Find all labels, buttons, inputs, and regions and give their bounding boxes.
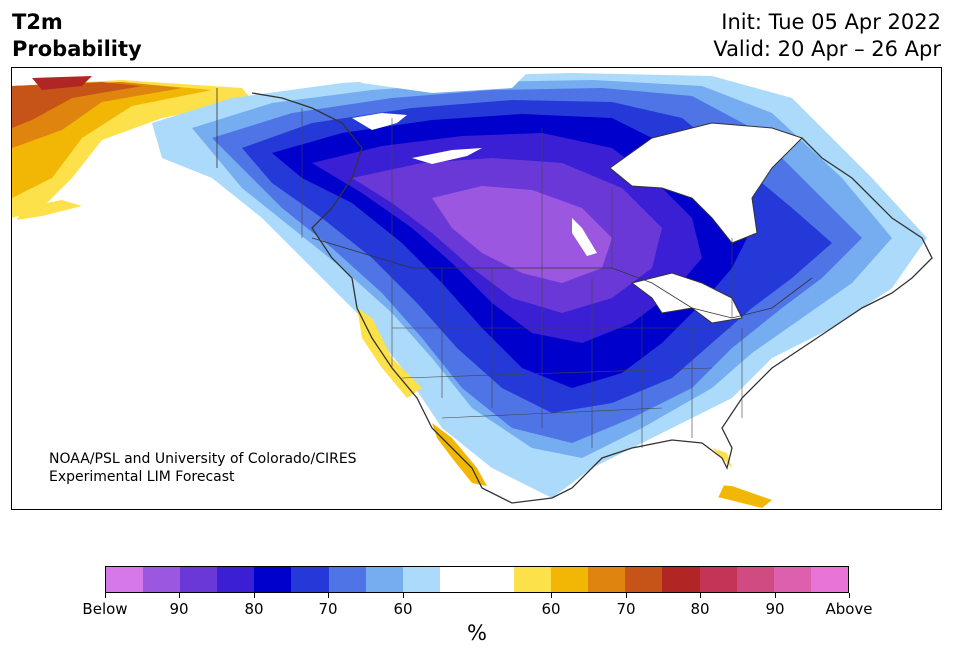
- probability-map: [12, 68, 941, 509]
- colorbar-tick: [775, 593, 776, 598]
- colorbar-segment: [217, 567, 255, 592]
- credit-line2: Experimental LIM Forecast: [49, 469, 235, 485]
- colorbar-segment: [810, 567, 848, 592]
- great-lakes: [630, 272, 743, 324]
- arctic-islands: [712, 68, 941, 158]
- colorbar-tick: [328, 593, 329, 598]
- colorbar-tick: [700, 593, 701, 598]
- colorbar-segment: [514, 567, 552, 592]
- colorbar-segment: [662, 567, 700, 592]
- credit-text: NOAA/PSL and University of Colorado/CIRE…: [49, 450, 357, 486]
- state-borders: [391, 268, 743, 448]
- title-variable: T2m: [12, 10, 63, 34]
- colorbar-segment: [439, 567, 477, 592]
- colorbar-tick: [403, 593, 404, 598]
- credit-line1: NOAA/PSL and University of Colorado/CIRE…: [49, 451, 357, 467]
- colorbar-tick-label: Above: [825, 600, 873, 618]
- hudson-bay: [609, 122, 803, 244]
- colorbar-segment: [588, 567, 626, 592]
- colorbar-tick-label: 70: [318, 600, 338, 618]
- colorbar-tick-label: 70: [616, 600, 636, 618]
- pacific-ocean: [12, 208, 432, 509]
- canada-province-borders: [301, 108, 733, 318]
- colorbar-tick-label: 60: [393, 600, 413, 618]
- great-bear-lake: [352, 113, 407, 130]
- colorbar-tick-label: 90: [765, 600, 785, 618]
- init-date: Init: Tue 05 Apr 2022: [721, 10, 941, 34]
- colorbar-segment: [551, 567, 589, 592]
- us-canada-border: [311, 237, 813, 319]
- colorbar-tick: [551, 593, 552, 598]
- colorbar-segment: [254, 567, 292, 592]
- valid-range: Valid: 20 Apr – 26 Apr: [713, 37, 941, 61]
- warm-region-greenland-coast: [17, 200, 82, 220]
- colorbar-segment: [180, 567, 218, 592]
- colorbar-unit: %: [467, 621, 487, 645]
- title-measure: Probability: [12, 37, 142, 61]
- colorbar-tick-label: 90: [169, 600, 189, 618]
- colorbar-tick-label: 80: [244, 600, 264, 618]
- colorbar-tick-label: 80: [690, 600, 710, 618]
- colorbar-tick: [254, 593, 255, 598]
- chart-title: T2m Probability: [12, 9, 142, 63]
- colorbar-segment: [476, 567, 515, 592]
- arctic-islands-west: [342, 68, 532, 93]
- colorbar-tick: [105, 593, 106, 598]
- colorbar: [105, 566, 849, 593]
- colorbar-segment: [736, 567, 774, 592]
- atlantic-ocean: [772, 270, 941, 509]
- colorbar-segment: [291, 567, 329, 592]
- lake-winnipeg: [572, 218, 597, 256]
- colorbar-segment: [328, 567, 366, 592]
- colorbar-tick-label: Below: [82, 600, 128, 618]
- warm-region-alaska-max: [32, 76, 92, 90]
- colorbar-segment: [625, 567, 663, 592]
- colorbar-tick: [849, 593, 850, 598]
- map-panel: [11, 67, 942, 510]
- warm-region-california: [357, 308, 422, 398]
- warm-region-alaska-peak: [12, 82, 142, 128]
- colorbar-segment: [365, 567, 403, 592]
- colorbar-segment: [106, 567, 144, 592]
- colorbar-tick: [626, 593, 627, 598]
- colorbar-tick-label: 60: [541, 600, 561, 618]
- colorbar-segment: [402, 567, 440, 592]
- gulf-of-mexico: [572, 438, 732, 509]
- north-america-coastline: [251, 92, 933, 504]
- colorbar-segment: [773, 567, 811, 592]
- forecast-dates: Init: Tue 05 Apr 2022 Valid: 20 Apr – 26…: [713, 9, 941, 63]
- colorbar-segment: [699, 567, 737, 592]
- colorbar-segment: [143, 567, 181, 592]
- cold-region-97: [432, 186, 612, 283]
- colorbar-tick: [179, 593, 180, 598]
- great-slave-lake: [412, 148, 482, 164]
